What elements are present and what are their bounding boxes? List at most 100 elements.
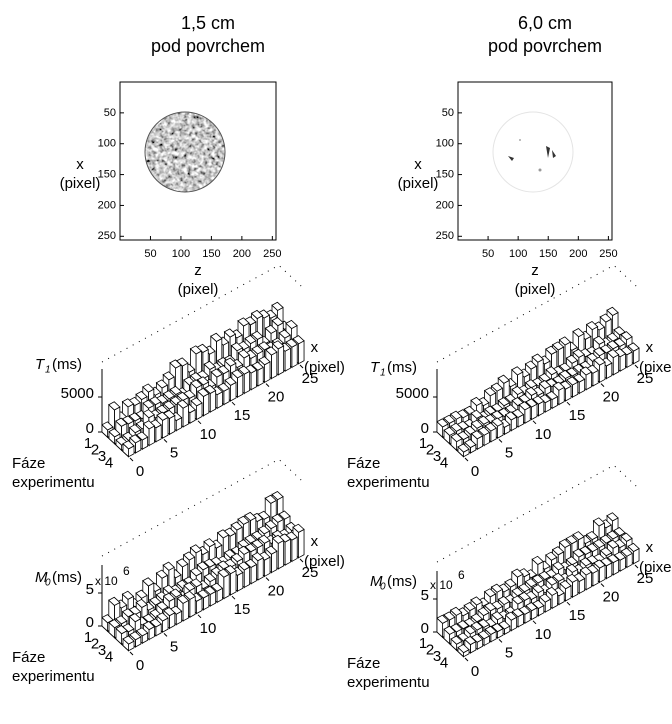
bar-face [606, 512, 619, 522]
bar-face [237, 561, 251, 571]
bar-face [115, 625, 128, 635]
z-tick-label: 5 [421, 587, 429, 604]
x-tick [498, 639, 503, 643]
bar-face [511, 366, 524, 376]
bar-face [203, 585, 217, 595]
bar-face [163, 607, 176, 617]
bar-face [176, 558, 189, 568]
bar-face [470, 409, 483, 419]
z-tick-label: 0 [421, 420, 429, 437]
bar-face [182, 551, 196, 561]
bar-face [129, 631, 142, 641]
bar-face [182, 599, 189, 622]
x-tick [566, 401, 571, 406]
x-tick [299, 364, 304, 369]
bar-face [162, 371, 175, 381]
bar-face [217, 365, 230, 375]
bar-face [497, 397, 511, 407]
bar-face [592, 517, 606, 527]
bar-chart-3d [436, 464, 641, 658]
bar-face [606, 539, 620, 549]
bar-face [463, 601, 476, 612]
bar-face [470, 396, 483, 407]
bar-face [264, 494, 277, 504]
bar-face [203, 538, 216, 548]
bar-face [223, 328, 237, 338]
y-tick-label: 200 [436, 199, 454, 211]
x-tick [634, 564, 639, 569]
bar-face [490, 583, 504, 593]
z-tick-label: 5 [86, 581, 94, 598]
mri-image-right [492, 111, 574, 193]
panel-title: 1,5 cm [181, 13, 235, 33]
bar-face [538, 373, 551, 383]
x-tick-label: 200 [233, 248, 251, 260]
bar-face [189, 544, 203, 554]
bar-face [579, 557, 592, 567]
x-tick-label: 20 [603, 389, 620, 406]
bar-face [162, 400, 176, 410]
bar-face [464, 438, 477, 449]
bar-face [593, 559, 606, 569]
bar-face [483, 387, 497, 397]
bar-face [230, 552, 244, 563]
bar-face [511, 408, 525, 418]
phase-label: Fáze [12, 455, 45, 472]
bar-face [285, 338, 298, 348]
bar-face [606, 349, 620, 359]
bar-face [162, 390, 176, 400]
bar-face [498, 620, 511, 630]
bar-face [592, 539, 606, 549]
bar-face [484, 422, 497, 432]
bar-face [156, 612, 169, 622]
x-tick-label: 15 [569, 407, 586, 424]
bar-face [443, 611, 456, 621]
phase-tick-label: 3 [98, 448, 106, 465]
bar-face [613, 527, 626, 537]
bar-face [525, 398, 538, 408]
bar-face [292, 523, 305, 533]
bar-face [511, 595, 524, 605]
bar-face [108, 596, 121, 606]
bar-face [449, 606, 463, 616]
bar-face [156, 411, 169, 421]
bar-face [538, 593, 552, 603]
z-label-subscript: 1 [380, 368, 386, 379]
bar-face [142, 409, 155, 419]
bar-face [551, 341, 565, 351]
bar-face [121, 608, 135, 618]
bar-face [484, 625, 497, 635]
bar-face [613, 551, 627, 561]
bar-face [224, 357, 237, 367]
phase-tick-label: 2 [91, 441, 99, 458]
bar-face [456, 620, 470, 630]
bar-face [545, 345, 558, 355]
bar-face [271, 513, 284, 523]
bar-face [524, 360, 538, 370]
x-tick-label: 20 [603, 589, 620, 606]
bar-face [518, 591, 531, 601]
bar-face [531, 353, 544, 363]
bar-face [552, 375, 565, 385]
bar-face [223, 573, 230, 600]
bar-face [122, 440, 135, 450]
bar-face [121, 415, 135, 425]
bar-face [237, 317, 250, 327]
bar-face [566, 573, 579, 583]
bar-face [216, 529, 230, 539]
bar-face [278, 510, 291, 520]
x-tick-label: 25 [637, 570, 654, 587]
x-tick-label: 25 [302, 370, 319, 387]
bar-face [285, 319, 298, 330]
bar-face [271, 491, 284, 501]
panel-title: pod povrchem [151, 36, 265, 56]
bar-face [162, 592, 176, 602]
x-tick [532, 620, 537, 625]
bar-face [224, 565, 237, 575]
bar-face [135, 627, 149, 637]
bar-face [156, 404, 169, 414]
bar-face [490, 402, 504, 413]
bar-face [291, 536, 298, 563]
bar-face [183, 590, 196, 600]
bar-face [230, 570, 237, 596]
